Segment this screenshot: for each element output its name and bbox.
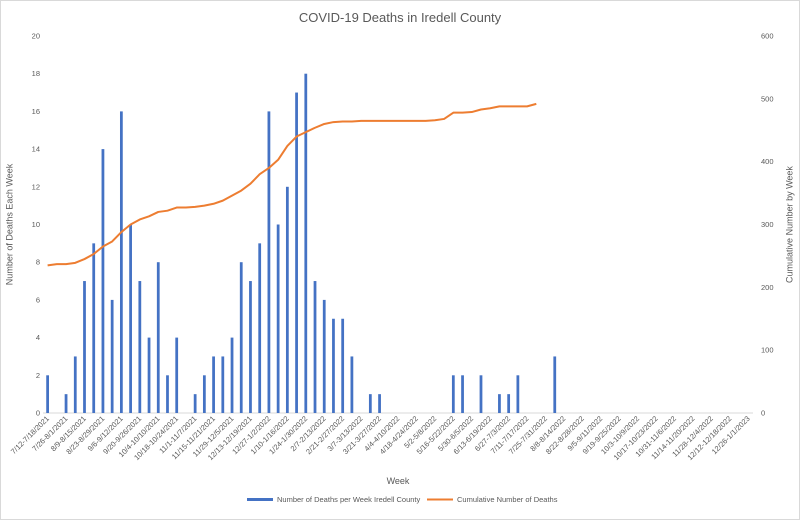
bar — [295, 92, 298, 414]
legend-label-bars: Number of Deaths per Week Iredell County — [277, 495, 421, 504]
bar — [138, 281, 142, 413]
bar — [507, 394, 511, 413]
bar — [92, 243, 96, 413]
bar — [73, 356, 77, 413]
bar — [341, 318, 345, 413]
legend-swatch-bars — [247, 498, 273, 501]
bar — [276, 224, 280, 413]
chart-title: COVID-19 Deaths in Iredell County — [299, 10, 502, 25]
bar — [249, 281, 252, 413]
bar — [451, 375, 455, 413]
bar-series — [46, 73, 557, 414]
y2-tick-label: 100 — [761, 346, 774, 355]
bar — [101, 149, 105, 413]
y-tick-label: 0 — [36, 409, 40, 418]
x-axis-ticks: 7/12-7/18/20217/26-8/1/20218/9-8/15/2021… — [9, 414, 752, 462]
y2-tick-label: 400 — [761, 157, 774, 166]
bar — [313, 281, 317, 413]
bar — [350, 356, 354, 413]
y-tick-label: 14 — [32, 145, 40, 154]
bar — [239, 262, 243, 413]
y-tick-label: 8 — [36, 258, 40, 267]
bar — [156, 262, 160, 413]
bar — [378, 394, 381, 413]
bar — [119, 111, 123, 414]
legend: Number of Deaths per Week Iredell County… — [247, 495, 558, 504]
bar — [83, 281, 86, 413]
y-tick-label: 10 — [32, 220, 40, 229]
bar — [368, 394, 372, 413]
y-tick-label: 18 — [32, 69, 40, 78]
bar — [553, 356, 557, 413]
bar — [230, 337, 234, 413]
y2-tick-label: 0 — [761, 409, 765, 418]
bar — [498, 394, 501, 413]
bar — [221, 356, 225, 413]
y-axis-title: Number of Deaths Each Week — [4, 163, 14, 285]
bar — [193, 394, 197, 413]
x-axis-title: Week — [387, 476, 410, 486]
bar — [64, 394, 68, 413]
cumulative-line — [47, 102, 537, 267]
bar — [322, 299, 326, 413]
bar — [46, 375, 49, 413]
y2-tick-label: 500 — [761, 94, 774, 103]
y-tick-label: 20 — [32, 32, 40, 41]
bar — [202, 375, 206, 413]
bar — [147, 337, 151, 413]
y2-tick-label: 300 — [761, 220, 774, 229]
y-tick-label: 16 — [32, 107, 40, 116]
y2-axis-title: Cumulative Number by Week — [784, 166, 794, 283]
bar — [479, 375, 483, 413]
y-tick-label: 2 — [36, 371, 40, 380]
bar — [212, 356, 215, 413]
y2-axis-ticks: 0 100 200 300 400 500 600 — [761, 32, 774, 418]
bar — [304, 73, 308, 413]
y-tick-label: 12 — [32, 182, 40, 191]
bar — [461, 375, 464, 413]
bar — [516, 375, 520, 413]
bar — [110, 299, 114, 413]
bar — [285, 186, 289, 413]
bar — [267, 111, 271, 414]
y2-tick-label: 200 — [761, 283, 774, 292]
bar — [258, 243, 262, 413]
bar — [332, 318, 335, 413]
legend-label-line: Cumulative Number of Deaths — [457, 495, 558, 504]
bar — [175, 337, 179, 413]
y2-tick-label: 600 — [761, 32, 774, 41]
y-tick-label: 4 — [36, 333, 40, 342]
y-axis-ticks: 0 2 4 6 8 10 12 14 16 18 20 — [32, 32, 40, 418]
y-tick-label: 6 — [36, 295, 40, 304]
bar — [129, 224, 132, 413]
bar — [166, 375, 169, 413]
